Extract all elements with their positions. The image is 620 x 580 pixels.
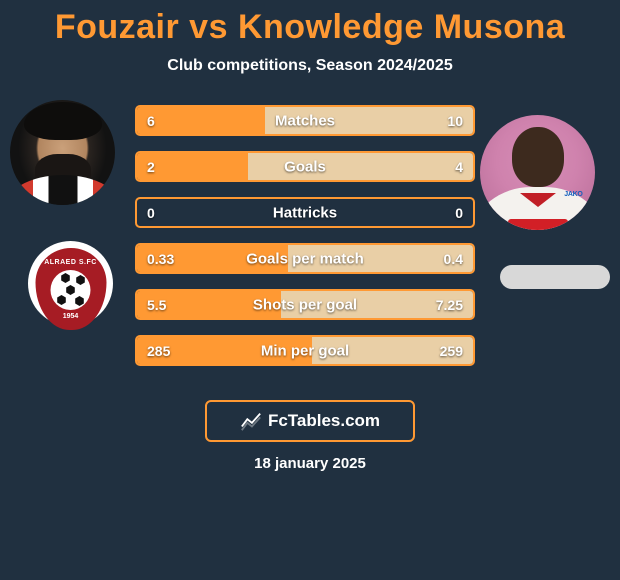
subtitle: Club competitions, Season 2024/2025 bbox=[0, 57, 620, 75]
source-logo-icon bbox=[240, 410, 262, 432]
soccer-ball-pattern bbox=[51, 270, 91, 310]
club-left-crest: ALRAED S.FC 1954 bbox=[28, 241, 113, 326]
stat-value-right: 0.4 bbox=[444, 251, 463, 267]
stat-row: 5.5 7.25 Shots per goal bbox=[135, 289, 475, 320]
vs-text: vs bbox=[189, 8, 228, 46]
stat-row: 6 10 Matches bbox=[135, 105, 475, 136]
stat-value-left: 5.5 bbox=[147, 297, 166, 313]
player2-name: Knowledge Musona bbox=[238, 8, 565, 46]
stat-label: Shots per goal bbox=[253, 296, 357, 313]
club-left-year: 1954 bbox=[63, 313, 79, 320]
source-brand: FcTables.com bbox=[268, 411, 380, 431]
stat-row: 285 259 Min per goal bbox=[135, 335, 475, 366]
stat-label: Hattricks bbox=[273, 204, 337, 221]
stat-fill-right bbox=[248, 153, 473, 180]
stat-value-left: 6 bbox=[147, 113, 155, 129]
stat-value-right: 259 bbox=[440, 343, 463, 359]
player1-avatar-hair bbox=[24, 102, 102, 140]
stat-value-right: 0 bbox=[455, 205, 463, 221]
club-left-arc-text: ALRAED S.FC bbox=[44, 259, 97, 266]
stat-row: 0.33 0.4 Goals per match bbox=[135, 243, 475, 274]
stat-value-right: 10 bbox=[447, 113, 463, 129]
stat-fill-left bbox=[137, 107, 265, 134]
stat-label: Goals bbox=[284, 158, 326, 175]
stat-label: Goals per match bbox=[246, 250, 364, 267]
stat-row: 0 0 Hattricks bbox=[135, 197, 475, 228]
stat-label: Matches bbox=[275, 112, 335, 129]
stat-value-right: 7.25 bbox=[436, 297, 463, 313]
club-left-ball bbox=[51, 270, 91, 310]
source-badge: FcTables.com bbox=[205, 400, 415, 442]
player1-name: Fouzair bbox=[55, 8, 179, 46]
stat-row: 2 4 Goals bbox=[135, 151, 475, 182]
stat-value-left: 285 bbox=[147, 343, 170, 359]
shirt-sponsor bbox=[508, 219, 568, 230]
player2-avatar-head bbox=[512, 127, 564, 187]
shirt-brand: JAKO bbox=[564, 191, 582, 198]
stat-value-left: 0.33 bbox=[147, 251, 174, 267]
stat-value-left: 0 bbox=[147, 205, 155, 221]
stat-value-right: 4 bbox=[455, 159, 463, 175]
title: Fouzair vs Knowledge Musona bbox=[0, 8, 620, 47]
stat-value-left: 2 bbox=[147, 159, 155, 175]
club-right-crest bbox=[500, 265, 610, 289]
player1-avatar bbox=[10, 100, 115, 205]
stat-label: Min per goal bbox=[261, 342, 349, 359]
player2-avatar: JAKO bbox=[480, 115, 595, 230]
comparison-card: Fouzair vs Knowledge Musona Club competi… bbox=[0, 0, 620, 75]
date-text: 18 january 2025 bbox=[254, 455, 366, 472]
stats-table: 6 10 Matches 2 4 Goals 0 0 Hattricks 0.33 0.4 Goals… bbox=[135, 105, 475, 366]
